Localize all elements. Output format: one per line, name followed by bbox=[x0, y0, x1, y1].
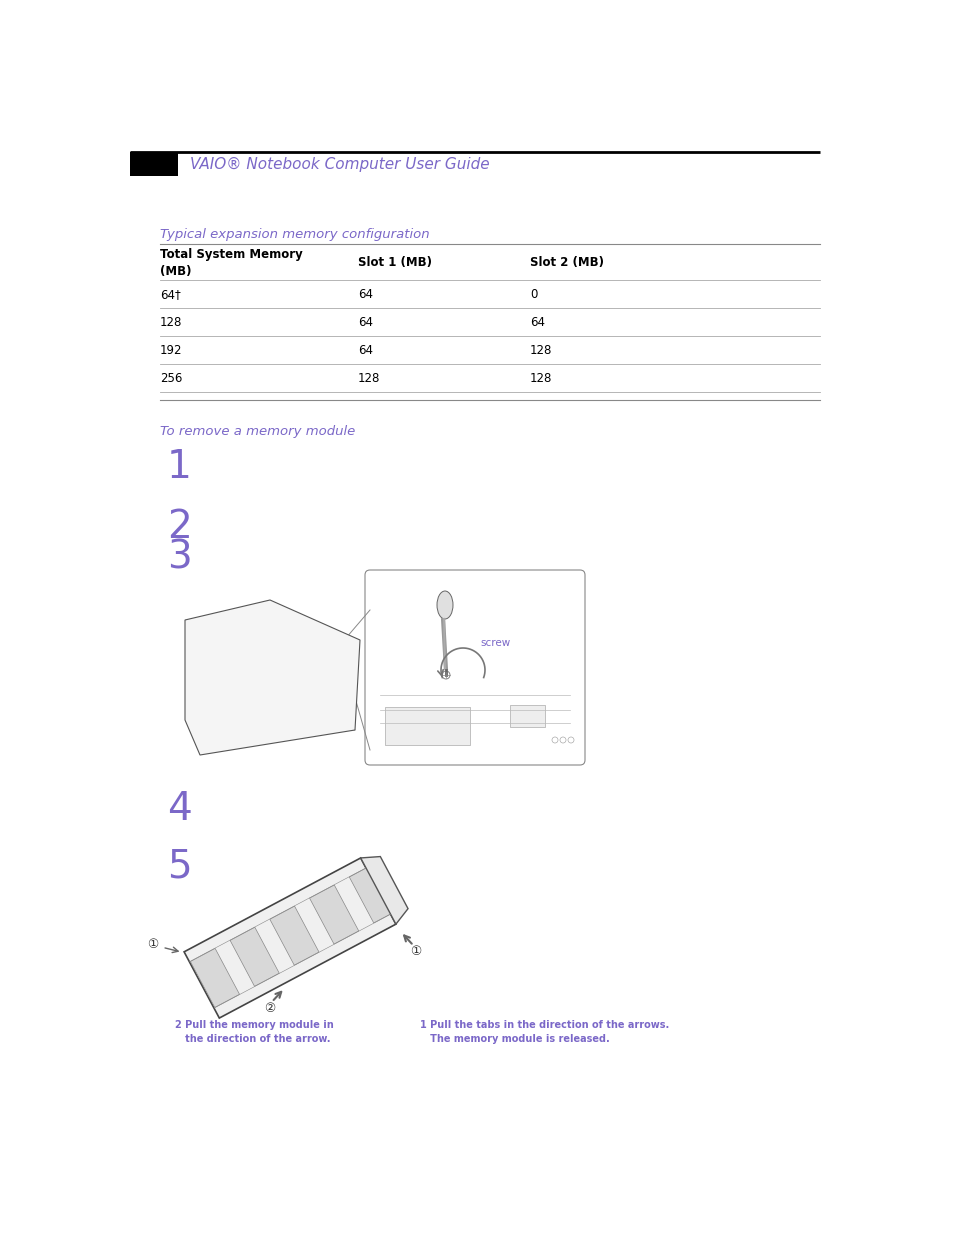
Text: 64†: 64† bbox=[160, 288, 180, 301]
Text: To remove a memory module: To remove a memory module bbox=[160, 425, 355, 438]
Text: 64: 64 bbox=[357, 288, 373, 301]
FancyBboxPatch shape bbox=[237, 659, 296, 692]
Text: The memory module is released.: The memory module is released. bbox=[419, 1034, 609, 1044]
Text: Typical expansion memory configuration: Typical expansion memory configuration bbox=[160, 228, 429, 241]
Text: 64: 64 bbox=[530, 316, 544, 329]
Text: 0: 0 bbox=[530, 288, 537, 301]
Text: ①: ① bbox=[410, 945, 421, 958]
Text: Total System Memory
(MB): Total System Memory (MB) bbox=[160, 248, 302, 278]
Text: 5: 5 bbox=[167, 848, 192, 885]
Text: 3: 3 bbox=[167, 538, 192, 576]
Bar bbox=[385, 706, 470, 745]
Text: 2 Pull the memory module in: 2 Pull the memory module in bbox=[174, 1020, 334, 1030]
Polygon shape bbox=[185, 600, 359, 755]
Text: the direction of the arrow.: the direction of the arrow. bbox=[174, 1034, 330, 1044]
Text: 4: 4 bbox=[167, 790, 192, 827]
Text: 1: 1 bbox=[167, 448, 192, 487]
FancyBboxPatch shape bbox=[365, 571, 584, 764]
Text: 1 Pull the tabs in the direction of the arrows.: 1 Pull the tabs in the direction of the … bbox=[419, 1020, 669, 1030]
Text: 128: 128 bbox=[160, 316, 182, 329]
Text: 128: 128 bbox=[530, 345, 552, 357]
Polygon shape bbox=[230, 927, 279, 987]
Ellipse shape bbox=[436, 592, 453, 619]
Bar bbox=[510, 705, 544, 727]
Text: 128: 128 bbox=[357, 372, 380, 385]
Polygon shape bbox=[191, 948, 239, 1008]
Text: 128: 128 bbox=[530, 372, 552, 385]
Text: 2: 2 bbox=[167, 508, 192, 546]
Polygon shape bbox=[349, 863, 398, 923]
Polygon shape bbox=[310, 885, 358, 944]
Polygon shape bbox=[360, 857, 408, 924]
Text: Slot 1 (MB): Slot 1 (MB) bbox=[357, 256, 432, 269]
Text: ①: ① bbox=[147, 937, 158, 951]
Text: 256: 256 bbox=[160, 372, 182, 385]
Polygon shape bbox=[184, 858, 395, 1018]
Polygon shape bbox=[270, 906, 318, 966]
Text: screw: screw bbox=[479, 638, 510, 648]
Text: Slot 2 (MB): Slot 2 (MB) bbox=[530, 256, 603, 269]
Text: 192: 192 bbox=[160, 345, 182, 357]
Text: 64: 64 bbox=[357, 345, 373, 357]
Text: VAIO® Notebook Computer User Guide: VAIO® Notebook Computer User Guide bbox=[190, 157, 489, 172]
Text: 64: 64 bbox=[357, 316, 373, 329]
Text: ②: ② bbox=[264, 1002, 275, 1015]
Text: 80: 80 bbox=[144, 157, 164, 170]
Bar bbox=[130, 152, 178, 177]
Circle shape bbox=[441, 671, 450, 679]
